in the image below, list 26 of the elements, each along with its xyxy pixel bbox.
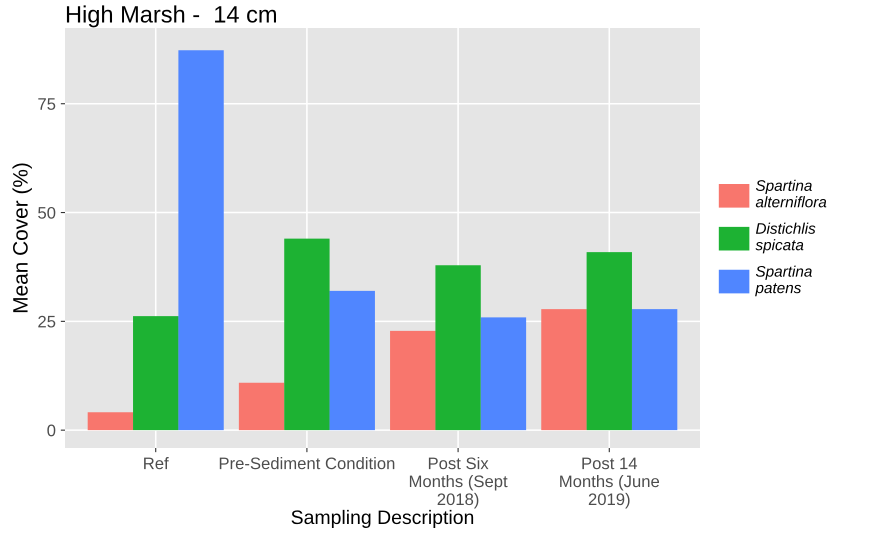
legend-label: Spartina patens — [755, 266, 812, 296]
x-tick-label: Ref — [144, 457, 169, 470]
bar — [238, 382, 284, 430]
y-tick-label: 50 — [38, 206, 56, 219]
bar — [390, 330, 436, 430]
chart-title: High Marsh - 14 cm — [66, 5, 276, 28]
y-tick-label: 0 — [47, 424, 56, 436]
bar — [330, 290, 375, 430]
bar — [541, 309, 587, 430]
y-tick-label: 25 — [38, 316, 56, 328]
x-axis-title: Sampling Description — [292, 510, 474, 528]
bar — [88, 412, 134, 430]
bar — [435, 265, 481, 430]
bar — [480, 317, 526, 430]
bar — [284, 238, 330, 430]
x-tick-label: Post Six Months (Sept 2018) — [410, 457, 508, 508]
x-tick-label: Post 14 Months (June 2019) — [560, 458, 660, 508]
y-axis-title: Mean Cover (%) — [12, 163, 32, 312]
y-tick-label: 75 — [38, 98, 56, 110]
bar — [178, 50, 224, 430]
bar — [133, 316, 178, 430]
legend-label: Distichlis spicata — [756, 222, 816, 254]
x-tick-label: Pre-Sediment Condition — [220, 457, 394, 470]
bar — [586, 252, 632, 430]
bar — [632, 309, 678, 430]
legend-label: Spartina alterniflora — [756, 180, 826, 208]
